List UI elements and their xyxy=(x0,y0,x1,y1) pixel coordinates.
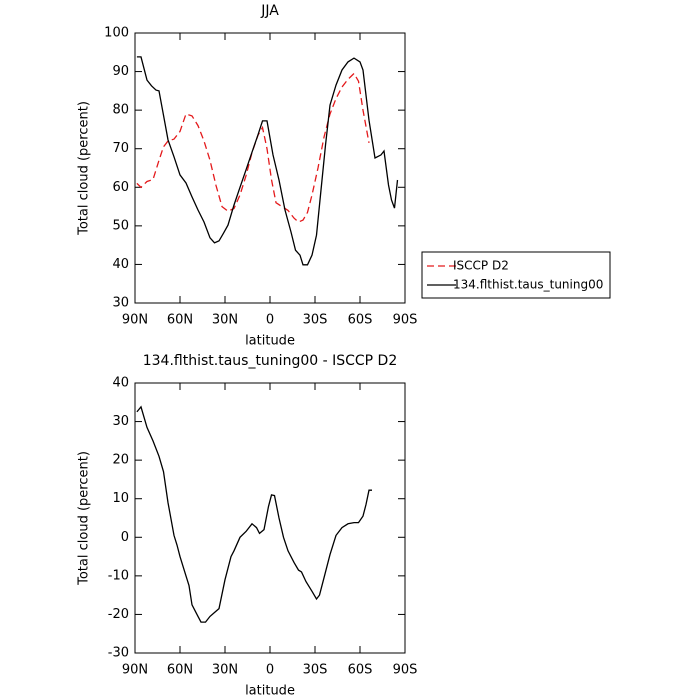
y-tick-label: 90 xyxy=(112,64,129,79)
x-tick-label: 30S xyxy=(303,663,328,678)
x-tick-label: 30N xyxy=(212,663,238,678)
data-line xyxy=(136,56,399,266)
chart-title: JJA xyxy=(260,3,279,19)
y-tick-label: 50 xyxy=(112,218,129,233)
y-axis-label: Total cloud (percent) xyxy=(77,101,92,236)
y-tick-label: 70 xyxy=(112,141,129,156)
x-tick-label: 60N xyxy=(167,313,193,328)
x-tick-label: 0 xyxy=(266,313,274,328)
plot-frame xyxy=(134,382,406,654)
legend-label: ISCCP D2 xyxy=(453,259,509,273)
y-tick-label: -20 xyxy=(108,607,129,622)
x-tick-label: 90S xyxy=(393,313,418,328)
y-tick-label: 60 xyxy=(112,180,129,195)
y-tick-label: 80 xyxy=(112,103,129,118)
data-line xyxy=(136,405,372,623)
x-tick-label: 30S xyxy=(303,313,328,328)
x-tick-label: 60S xyxy=(348,313,373,328)
y-tick-label: 30 xyxy=(112,296,129,311)
legend-label: 134.flthist.taus_tuning00 xyxy=(453,278,603,292)
x-tick-label: 90N xyxy=(122,663,148,678)
legend-box xyxy=(421,251,611,299)
y-tick-label: 100 xyxy=(104,26,129,41)
x-tick-label: 0 xyxy=(266,663,274,678)
y-tick-label: 20 xyxy=(112,453,129,468)
x-tick-label: 60N xyxy=(167,663,193,678)
x-tick-label: 60S xyxy=(348,663,373,678)
x-tick-label: 90S xyxy=(393,663,418,678)
x-tick-label: 90N xyxy=(122,313,148,328)
y-tick-label: 0 xyxy=(121,530,129,545)
y-axis-label: Total cloud (percent) xyxy=(77,451,92,586)
y-tick-label: 40 xyxy=(112,257,129,272)
y-tick-label: -30 xyxy=(108,646,129,661)
y-tick-label: 40 xyxy=(112,376,129,391)
y-tick-label: 30 xyxy=(112,414,129,429)
chart-title: 134.flthist.taus_tuning00 - ISCCP D2 xyxy=(143,353,398,369)
y-tick-label: 10 xyxy=(112,491,129,506)
x-tick-label: 30N xyxy=(212,313,238,328)
x-axis-label: latitude xyxy=(245,334,295,349)
plot-frame xyxy=(134,32,406,304)
y-tick-label: -10 xyxy=(108,568,129,583)
x-axis-label: latitude xyxy=(245,684,295,699)
